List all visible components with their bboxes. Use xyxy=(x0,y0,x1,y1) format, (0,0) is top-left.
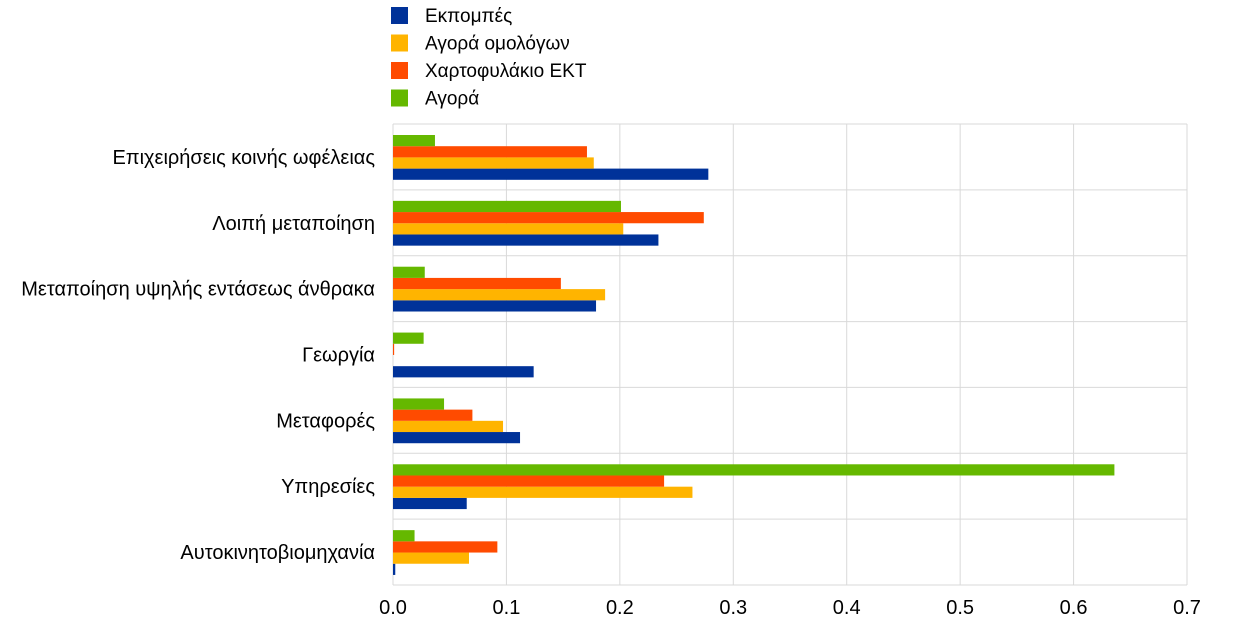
legend-swatch xyxy=(391,7,408,24)
bar xyxy=(393,277,561,290)
bars xyxy=(393,135,1115,575)
bar xyxy=(393,497,467,510)
legend-label: Χαρτοφυλάκιο ΕΚΤ xyxy=(425,61,587,82)
x-tick-label: 0.0 xyxy=(379,597,407,619)
x-tick-label: 0.2 xyxy=(606,597,634,619)
bar xyxy=(393,563,396,575)
bar xyxy=(393,409,473,421)
bar xyxy=(393,234,659,246)
legend-swatch xyxy=(391,62,408,79)
x-tick-label: 0.4 xyxy=(833,597,861,619)
category-label: Γεωργία xyxy=(302,345,375,367)
legend-swatch xyxy=(391,34,408,52)
bar xyxy=(393,366,534,378)
bar xyxy=(393,223,624,235)
bar xyxy=(393,135,435,147)
bar xyxy=(393,343,395,355)
category-label: Λοιπή μεταποίηση xyxy=(212,213,375,235)
category-label: Υπηρεσίες xyxy=(281,476,375,498)
bar xyxy=(393,200,621,213)
bar xyxy=(393,464,1115,476)
category-label: Μεταφορές xyxy=(276,410,375,432)
x-tick-label: 0.5 xyxy=(946,597,974,619)
bar xyxy=(393,332,424,344)
bar xyxy=(393,398,445,410)
category-labels: Επιχειρήσεις κοινής ωφέλειας Λοιπή μεταπο… xyxy=(21,147,375,564)
bar xyxy=(393,552,469,564)
category-label: Μεταποίηση υψηλής εντάσεως άνθρακα xyxy=(21,279,375,301)
bar xyxy=(393,420,504,433)
legend-label: Εκπομπές xyxy=(425,6,512,27)
x-tick-label: 0.7 xyxy=(1173,597,1201,619)
x-tick-label: 0.3 xyxy=(719,597,747,619)
bar xyxy=(393,212,704,224)
bar xyxy=(393,289,606,301)
legend-swatch xyxy=(391,89,408,107)
x-axis-tick-labels: 0.0 0.1 0.2 0.3 0.4 0.5 0.6 0.7 xyxy=(379,597,1201,619)
x-tick-label: 0.6 xyxy=(1060,597,1088,619)
bar xyxy=(393,266,425,278)
gridlines xyxy=(392,123,1188,586)
bar xyxy=(393,168,709,180)
bar xyxy=(393,300,597,312)
category-label: Επιχειρήσεις κοινής ωφέλειας xyxy=(112,147,375,169)
bar xyxy=(393,432,521,444)
legend-label: Αγορά xyxy=(425,89,479,110)
bar xyxy=(393,475,665,487)
category-label: Αυτοκινητοβιομηχανία xyxy=(180,542,375,564)
bar xyxy=(393,146,587,158)
legend-label: Αγορά ομολόγων xyxy=(425,34,570,55)
bar xyxy=(393,157,594,169)
legend: Εκπομπές Αγορά ομολόγων Χαρτοφυλάκιο ΕΚΤ Αγ… xyxy=(391,6,587,110)
x-tick-label: 0.1 xyxy=(493,597,521,619)
bar xyxy=(393,486,693,498)
bar xyxy=(393,541,498,553)
bar xyxy=(393,530,415,542)
